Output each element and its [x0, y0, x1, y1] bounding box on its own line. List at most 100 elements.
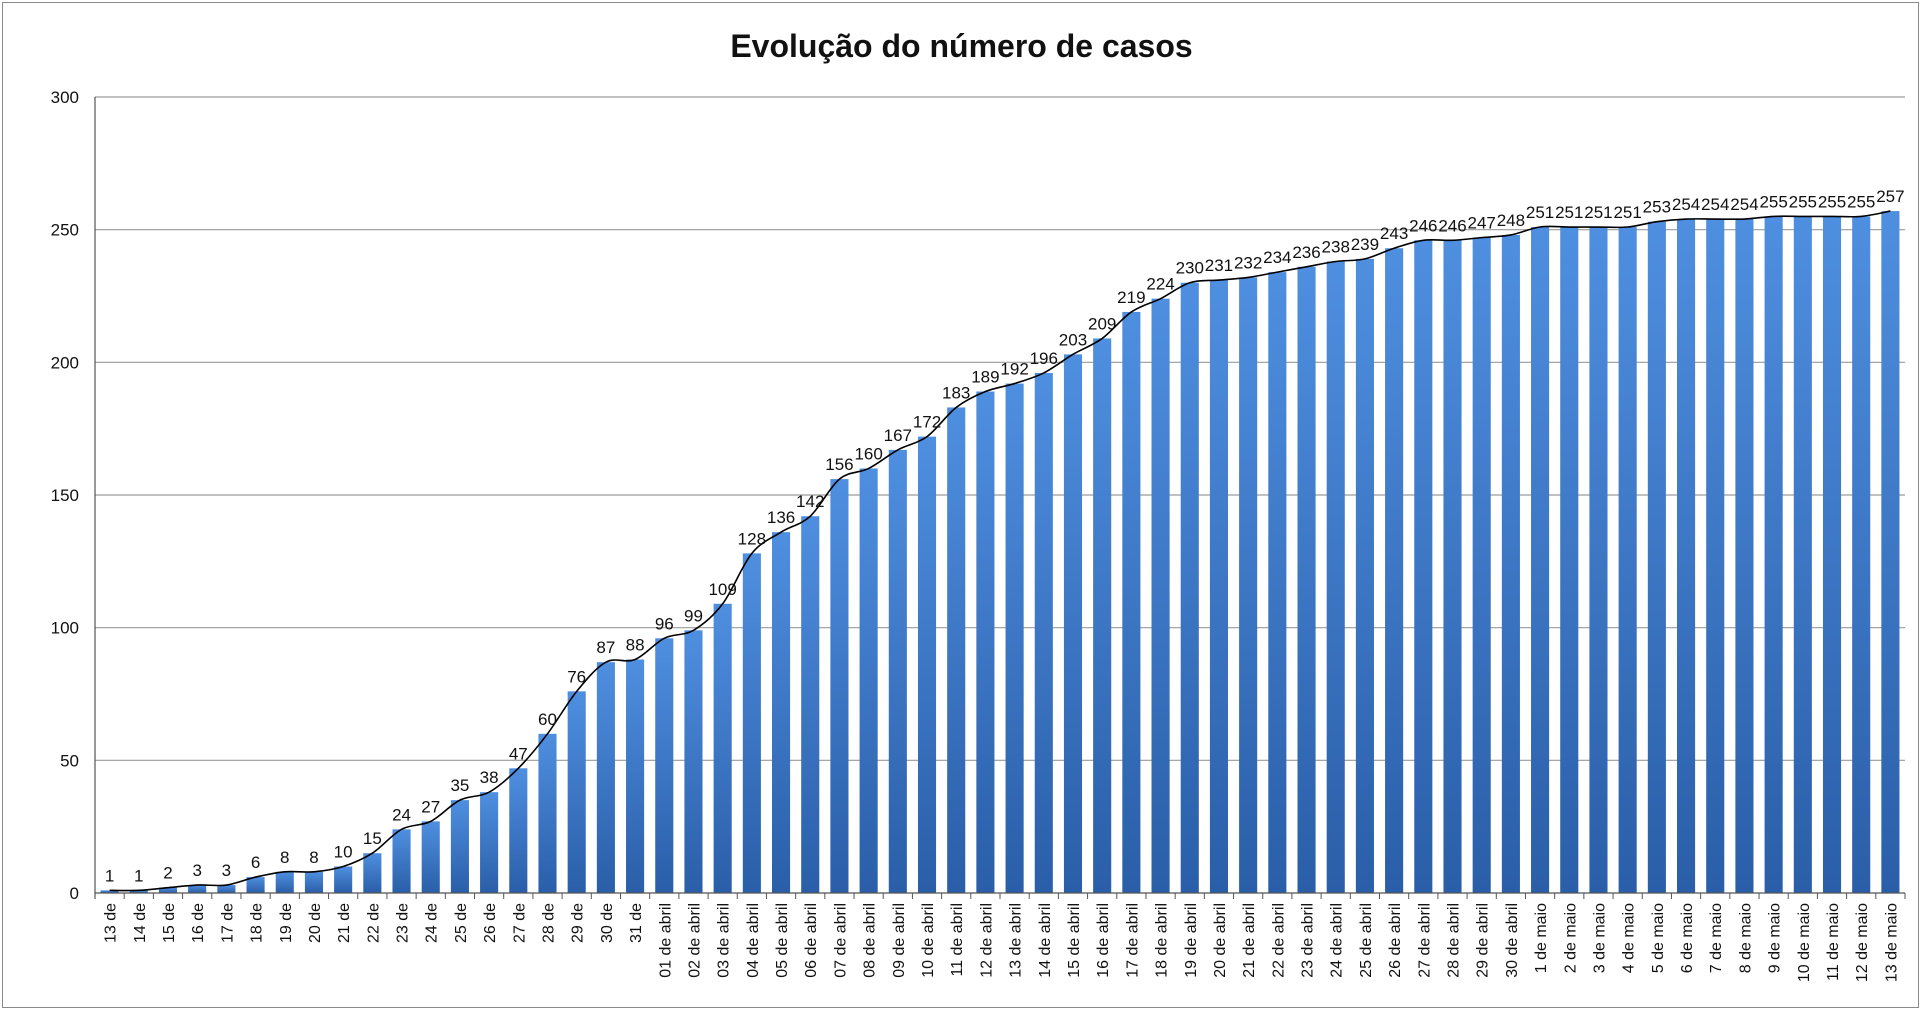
x-tick-label: 21 de: [336, 903, 353, 943]
data-label: 243: [1380, 224, 1408, 243]
trend-line-path: [109, 210, 1891, 892]
bar: [1589, 227, 1608, 894]
data-label: 251: [1526, 203, 1554, 222]
bar: [1355, 258, 1374, 893]
bar: [1618, 227, 1637, 894]
x-tick-label: 16 de abril: [1095, 903, 1112, 978]
x-tick-label: 01 de abril: [657, 903, 674, 978]
data-label: 209: [1088, 314, 1116, 333]
x-tick-label: 18 de: [249, 903, 266, 943]
x-tick-label: 20 de abril: [1212, 903, 1229, 978]
x-tick-label: 19 de abril: [1183, 903, 1200, 978]
data-label: 224: [1146, 275, 1174, 294]
data-label: 6: [251, 853, 260, 872]
data-label: 246: [1409, 216, 1437, 235]
data-label: 87: [596, 638, 615, 657]
y-tick-label: 300: [51, 88, 79, 107]
x-tick-label: 03 de abril: [716, 903, 733, 978]
bar: [246, 877, 265, 893]
bar: [771, 532, 791, 893]
x-tick-label: 28 de: [541, 903, 558, 943]
x-tick-label: 26 de abril: [1387, 903, 1404, 978]
data-label: 76: [567, 667, 586, 686]
bar: [1297, 266, 1316, 893]
data-label: 109: [708, 580, 736, 599]
x-tick-label: 9 de maio: [1767, 903, 1784, 973]
data-label: 234: [1263, 248, 1291, 267]
data-label: 219: [1117, 288, 1145, 307]
bar: [1501, 234, 1520, 893]
x-tick-label: 12 de abril: [978, 903, 995, 978]
bar: [188, 885, 207, 893]
bar: [480, 792, 499, 893]
x-tick-label: 18 de abril: [1154, 903, 1171, 978]
data-label: 60: [538, 710, 557, 729]
bar: [1647, 221, 1666, 893]
bar: [888, 449, 907, 893]
data-label: 3: [192, 861, 201, 880]
data-label: 35: [450, 776, 469, 795]
y-tick-label: 150: [51, 486, 79, 505]
data-label: 15: [363, 829, 382, 848]
data-label: 230: [1176, 259, 1204, 278]
data-label: 246: [1438, 216, 1466, 235]
x-tick-label: 10 de abril: [920, 903, 937, 978]
bar: [158, 887, 178, 893]
data-label: 231: [1205, 256, 1233, 275]
data-label: 189: [971, 368, 999, 387]
bar: [830, 479, 849, 893]
data-label: 24: [392, 805, 411, 824]
bar: [1735, 219, 1754, 893]
x-tick-label: 8 de maio: [1737, 903, 1754, 973]
bar: [1122, 311, 1141, 893]
bar: [684, 630, 703, 893]
x-tick-label: 2 de maio: [1562, 903, 1579, 973]
data-label: 251: [1555, 203, 1583, 222]
x-tick-label: 09 de abril: [891, 903, 908, 978]
data-label: 232: [1234, 253, 1262, 272]
bar: [304, 871, 324, 893]
bar: [713, 603, 732, 893]
bar: [976, 391, 995, 893]
x-tick-label: 15 de abril: [1066, 903, 1083, 978]
data-label: 160: [854, 444, 882, 463]
bar: [392, 829, 411, 893]
x-tick-label: 21 de abril: [1241, 903, 1258, 978]
x-tick-label: 26 de: [482, 903, 499, 943]
x-tick-label: 27 de abril: [1416, 903, 1433, 978]
bar: [363, 853, 382, 893]
data-label: 254: [1672, 195, 1700, 214]
bar: [1034, 372, 1053, 893]
bar: [1209, 280, 1229, 894]
bar: [1764, 216, 1783, 893]
bar: [655, 638, 674, 893]
data-label: 2: [163, 864, 172, 883]
data-label: 3: [222, 861, 231, 880]
data-label: 1: [134, 866, 143, 885]
data-label: 196: [1030, 349, 1058, 368]
bar: [1385, 248, 1404, 894]
data-label: 255: [1789, 192, 1817, 211]
x-tick-label: 12 de maio: [1854, 903, 1871, 982]
data-label: 172: [913, 413, 941, 432]
x-tick-label: 4 de maio: [1621, 903, 1638, 973]
bar: [626, 659, 645, 893]
x-tick-label: 02 de abril: [686, 903, 703, 978]
chart-title: Evolução do número de casos: [730, 28, 1193, 64]
x-tick-label: 25 de abril: [1358, 903, 1375, 978]
bar: [1180, 282, 1199, 893]
data-label: 183: [942, 383, 970, 402]
x-tick-label: 17 de abril: [1124, 903, 1141, 978]
data-label: 257: [1876, 187, 1904, 206]
bar: [801, 516, 820, 893]
data-label: 47: [509, 744, 528, 763]
data-label: 136: [767, 508, 795, 527]
data-label: 255: [1847, 192, 1875, 211]
data-label: 255: [1818, 192, 1846, 211]
bar: [275, 871, 294, 893]
bar: [1852, 216, 1871, 893]
bar: [509, 768, 528, 893]
bar: [567, 691, 586, 893]
